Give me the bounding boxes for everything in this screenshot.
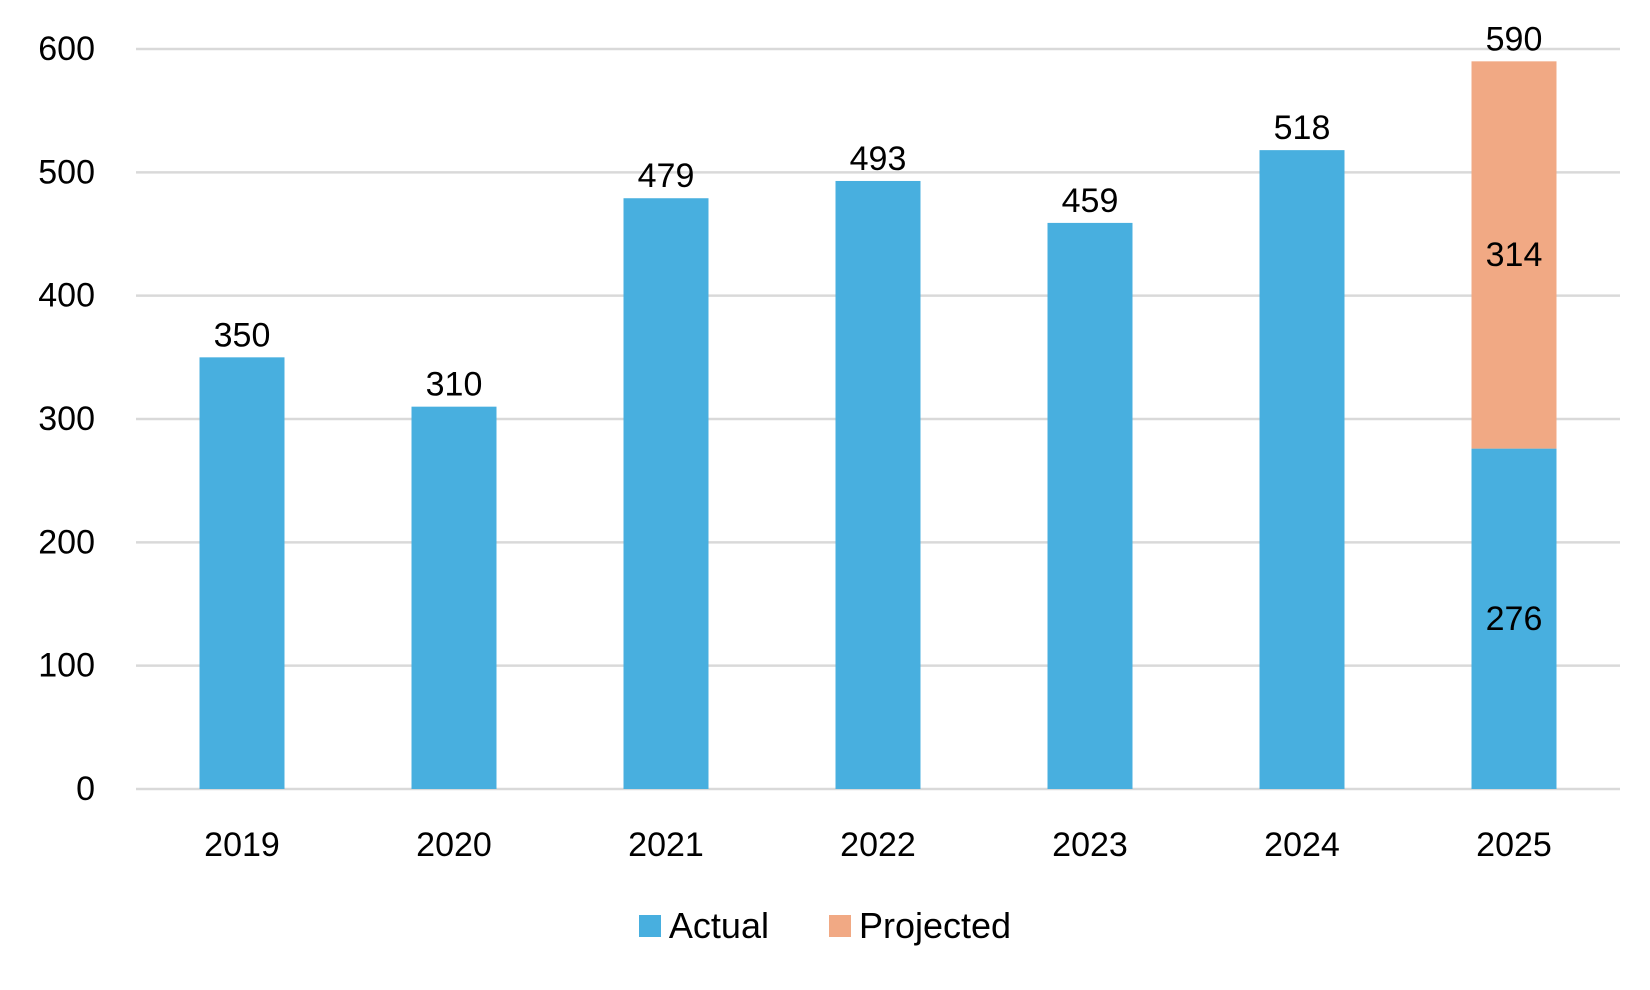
legend-item-projected: Projected — [828, 905, 1012, 947]
y-tick-label: 0 — [76, 770, 95, 808]
bar-actual-2025 — [1471, 448, 1557, 789]
bar-actual-2024 — [1259, 150, 1345, 790]
y-axis-tick-labels: 0 100 200 300 400 500 600 — [38, 30, 95, 808]
data-label-actual-2025: 276 — [1486, 600, 1543, 638]
data-label-projected-2025: 314 — [1486, 236, 1543, 274]
data-label-actual-2023: 459 — [1062, 182, 1119, 220]
legend-label-actual: Actual — [668, 905, 769, 946]
x-tick-label-2020: 2020 — [416, 826, 492, 864]
bar-actual-2023 — [1047, 222, 1133, 789]
data-label-actual-2019: 350 — [214, 316, 271, 354]
x-tick-label-2022: 2022 — [840, 826, 916, 864]
legend-swatch-actual — [638, 915, 661, 937]
legend-swatch-projected — [828, 915, 851, 937]
x-tick-label-2021: 2021 — [628, 826, 704, 864]
x-tick-label-2024: 2024 — [1264, 826, 1340, 864]
legend-label-projected: Projected — [858, 905, 1012, 946]
y-tick-label: 500 — [38, 153, 95, 191]
legend: Actual Projected — [0, 905, 1650, 947]
bar-actual-2019 — [199, 357, 285, 789]
bar-actual-2020 — [411, 406, 497, 789]
legend-item-actual: Actual — [638, 905, 769, 947]
data-label-actual-2020: 310 — [426, 366, 483, 404]
x-axis-tick-labels: 2019 2020 2021 2022 2023 2024 2025 — [204, 826, 1552, 864]
data-label-actual-2021: 479 — [638, 157, 695, 195]
data-label-total-2025: 590 — [1486, 20, 1543, 58]
y-tick-label: 300 — [38, 400, 95, 438]
bars — [199, 61, 1557, 790]
y-tick-label: 100 — [38, 647, 95, 685]
data-labels: 350 310 479 493 459 518 276 314 590 — [214, 20, 1543, 637]
x-tick-label-2025: 2025 — [1476, 826, 1552, 864]
y-tick-label: 200 — [38, 523, 95, 561]
y-tick-label: 600 — [38, 30, 95, 68]
y-tick-label: 400 — [38, 277, 95, 315]
x-tick-label-2019: 2019 — [204, 826, 280, 864]
x-tick-label-2023: 2023 — [1052, 826, 1128, 864]
bar-projected-2025 — [1471, 61, 1557, 449]
bar-actual-2021 — [623, 198, 709, 789]
bar-actual-2022 — [835, 180, 921, 789]
data-label-actual-2024: 518 — [1274, 109, 1331, 147]
data-label-actual-2022: 493 — [850, 140, 907, 178]
